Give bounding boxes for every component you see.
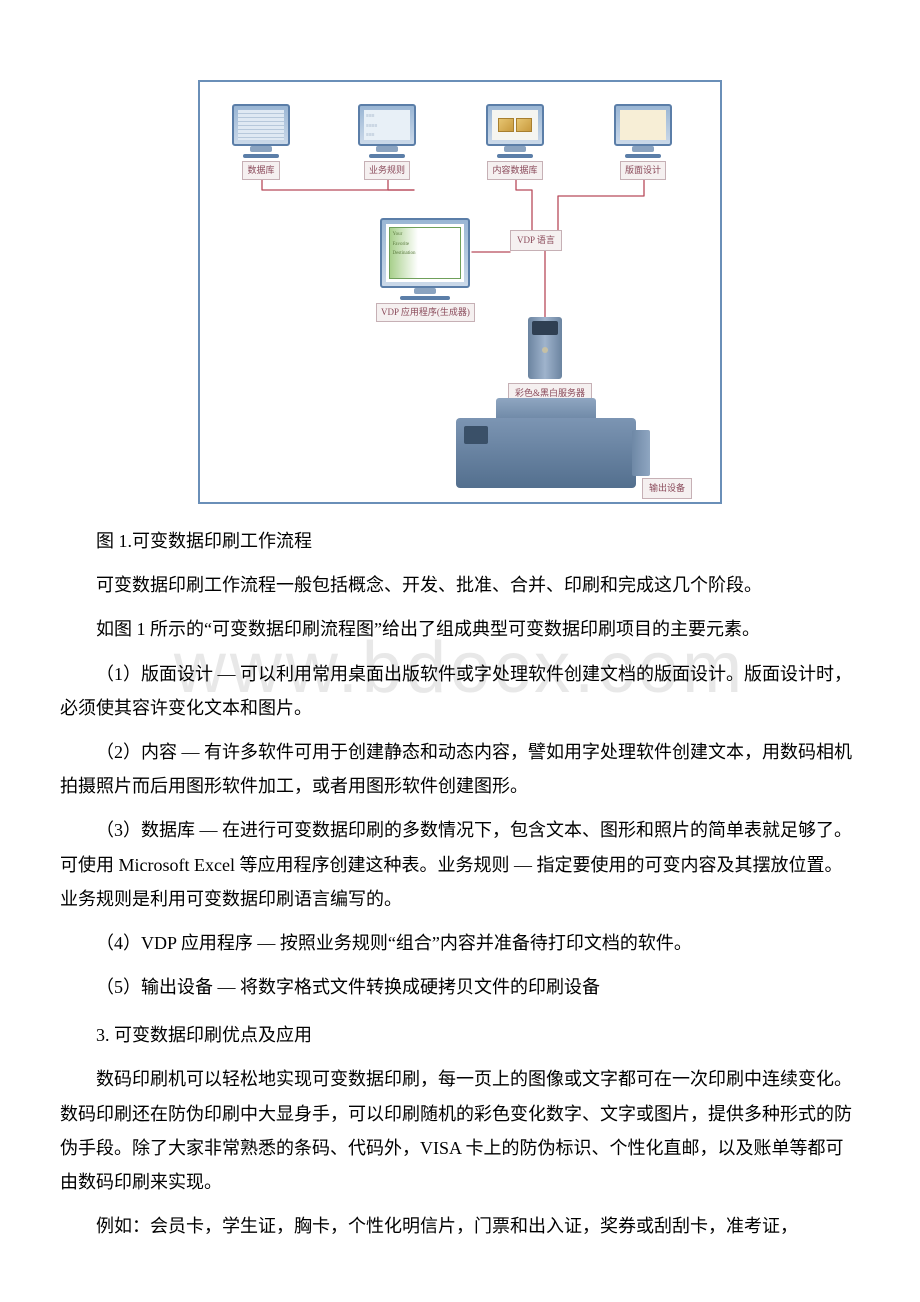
node-business-rules: ≡≡≡≡≡≡≡≡≡≡ 业务规则 xyxy=(358,104,416,180)
workflow-diagram: 数据库 ≡≡≡≡≡≡≡≡≡≡ 业务规则 内容数据库 xyxy=(210,92,710,492)
monitor-base xyxy=(369,154,405,158)
monitor-icon: ≡≡≡≡≡≡≡≡≡≡ xyxy=(358,104,416,146)
monitor-icon xyxy=(232,104,290,146)
node-content-database: 内容数据库 xyxy=(486,104,544,180)
monitor-base xyxy=(243,154,279,158)
node-printer-label: 输出设备 xyxy=(642,478,692,499)
paragraph: （5）输出设备 — 将数字格式文件转换成硬拷贝文件的印刷设备 xyxy=(60,970,860,1004)
paragraph: （3）数据库 — 在进行可变数据印刷的多数情况下，包含文本、图形和照片的简单表就… xyxy=(60,813,860,916)
monitor-icon xyxy=(614,104,672,146)
server-icon xyxy=(528,317,562,379)
diagram-container: 数据库 ≡≡≡≡≡≡≡≡≡≡ 业务规则 内容数据库 xyxy=(60,80,860,504)
paragraph: （2）内容 — 有许多软件可用于创建静态和动态内容，譬如用字处理软件创建文本，用… xyxy=(60,735,860,803)
section-heading: 3. 可变数据印刷优点及应用 xyxy=(60,1018,860,1052)
page-content: 数据库 ≡≡≡≡≡≡≡≡≡≡ 业务规则 内容数据库 xyxy=(60,80,860,1243)
node-label: 数据库 xyxy=(242,161,279,180)
monitor-icon xyxy=(486,104,544,146)
monitor-base xyxy=(497,154,533,158)
printer-icon xyxy=(456,418,636,488)
figure-caption: 图 1.可变数据印刷工作流程 xyxy=(60,524,860,558)
node-database: 数据库 xyxy=(232,104,290,180)
node-layout-design: 版面设计 xyxy=(614,104,672,180)
diagram-frame: 数据库 ≡≡≡≡≡≡≡≡≡≡ 业务规则 内容数据库 xyxy=(198,80,722,504)
paragraph: 数码印刷机可以轻松地实现可变数据印刷，每一页上的图像或文字都可在一次印刷中连续变… xyxy=(60,1062,860,1199)
monitor-base xyxy=(625,154,661,158)
node-label: 版面设计 xyxy=(620,161,666,180)
monitor-icon: YourFavoriteDestination xyxy=(380,218,470,288)
paragraph: （1）版面设计 — 可以利用常用桌面出版软件或字处理软件创建文档的版面设计。版面… xyxy=(60,657,860,725)
paragraph: 例如：会员卡，学生证，胸卡，个性化明信片，门票和出入证，奖券或刮刮卡，准考证， xyxy=(60,1209,860,1243)
paragraph: 如图 1 所示的“可变数据印刷流程图”给出了组成典型可变数据印刷项目的主要元素。 xyxy=(60,612,860,646)
node-vdp-app: YourFavoriteDestination VDP 应用程序(生成器) xyxy=(376,218,475,322)
monitor-base xyxy=(400,296,450,300)
node-vdp-language: VDP 语言 xyxy=(510,230,562,251)
node-label: 业务规则 xyxy=(364,161,410,180)
paragraph: 可变数据印刷工作流程一般包括概念、开发、批准、合并、印刷和完成这几个阶段。 xyxy=(60,568,860,602)
node-label: 内容数据库 xyxy=(487,161,542,180)
paragraph: （4）VDP 应用程序 — 按照业务规则“组合”内容并准备待打印文档的软件。 xyxy=(60,926,860,960)
node-label: VDP 应用程序(生成器) xyxy=(376,303,475,322)
